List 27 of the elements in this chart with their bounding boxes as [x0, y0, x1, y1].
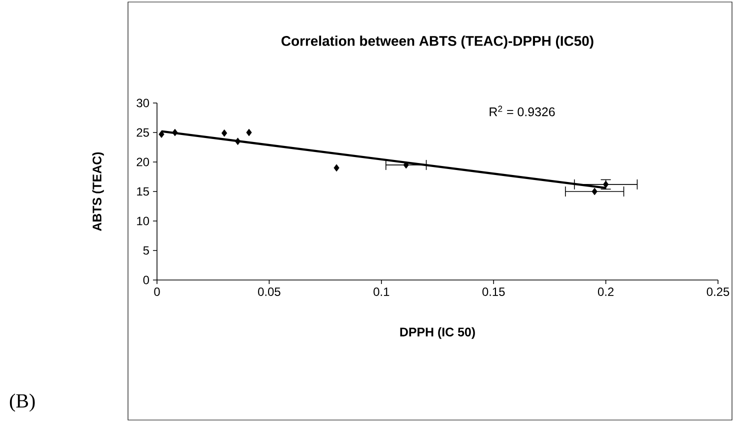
- chart-title: Correlation between ABTS (TEAC)-DPPH (IC50): [282, 36, 594, 49]
- text: (B): [10, 394, 35, 412]
- x-tick-label: 0.05: [258, 288, 280, 296]
- point: [602, 180, 609, 188]
- y-tick-label: 30: [136, 98, 150, 108]
- x-tick-label: 0: [154, 288, 160, 296]
- point: [158, 130, 164, 138]
- point: [592, 188, 598, 196]
- y-axis-title: ABTS (TEAC): [92, 152, 104, 231]
- y-tick-label: 0: [143, 276, 150, 284]
- point: [334, 164, 340, 172]
- y-tick-label: 15: [137, 187, 149, 196]
- point: [403, 161, 409, 169]
- x-axis-title: DPPH (IC 50): [400, 327, 475, 339]
- x-tick-label: 0.25: [706, 288, 730, 296]
- point: [246, 128, 252, 136]
- x-tick-label: 0.2: [598, 288, 614, 296]
- point: [222, 129, 228, 137]
- y-tick-label: 5: [143, 246, 149, 255]
- y-tick-label: 10: [137, 216, 150, 226]
- point: [172, 128, 178, 136]
- x-tick-label: 0.15: [482, 288, 505, 296]
- y-tick-label: 25: [136, 128, 149, 137]
- point: [234, 138, 241, 146]
- y-tick-label: 20: [136, 158, 150, 166]
- annotation: R$^{2}$ = 0.9326: [490, 106, 555, 116]
- x-tick-label: 0.1: [374, 288, 390, 296]
